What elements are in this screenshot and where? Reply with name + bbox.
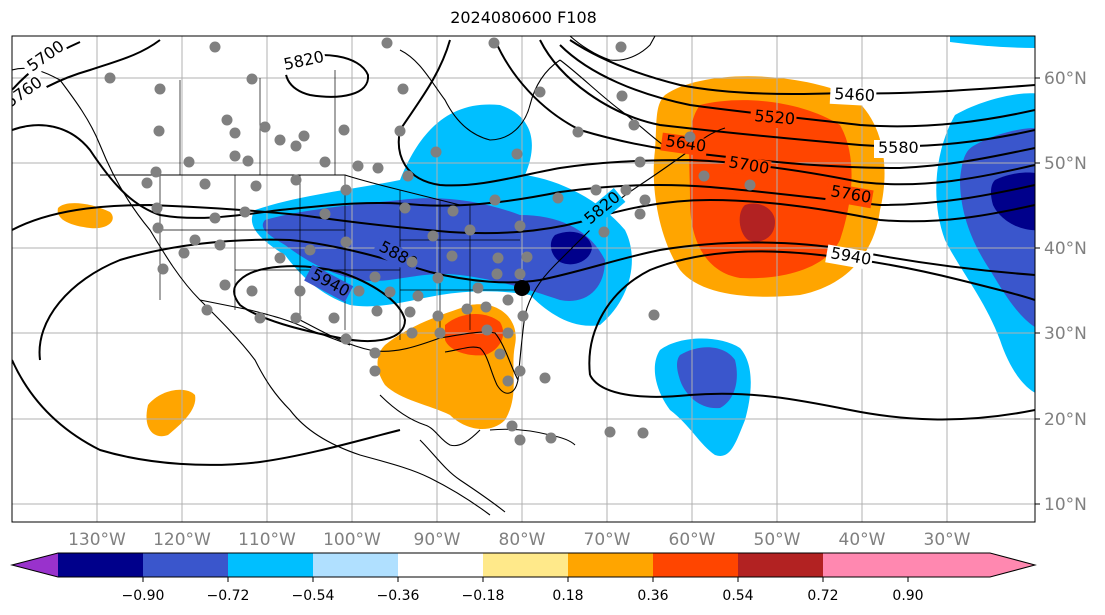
colorbar	[10, 552, 1037, 578]
storm-center-marker	[514, 280, 530, 296]
colorbar-tick: −0.90	[122, 588, 165, 604]
lat-label: 50°N	[1044, 154, 1087, 174]
lat-label: 40°N	[1044, 239, 1087, 259]
colorbar-tick: −0.54	[292, 588, 335, 604]
lon-label: 60°W	[669, 530, 716, 550]
greenland-coast	[569, 36, 656, 61]
colorbar-extend-low	[12, 553, 58, 577]
colorbar-tick: 0.18	[552, 588, 583, 604]
lon-label: 80°W	[499, 530, 546, 550]
colorbar-segment	[398, 553, 483, 577]
positive-anomaly-pacific-north	[57, 203, 113, 229]
lat-label: 30°N	[1044, 324, 1087, 344]
negative-anomaly-northeast	[950, 36, 1035, 48]
lat-label: 10°N	[1044, 495, 1087, 515]
central-america	[419, 439, 506, 513]
pacific-coast	[59, 79, 491, 516]
max-anomaly-atlantic	[739, 203, 775, 242]
contour-5460	[569, 39, 1035, 96]
colorbar-segment	[653, 553, 738, 577]
strong-anomaly-gulf	[445, 314, 504, 356]
lon-label: 110°W	[238, 530, 296, 550]
colorbar-segment	[738, 553, 823, 577]
colorbar-tick: −0.18	[462, 588, 505, 604]
contour-5820-ring	[284, 54, 370, 98]
latitude-labels: 60°N 50°N 40°N 30°N 20°N 10°N	[1035, 69, 1087, 515]
colorbar-segment	[568, 553, 653, 577]
colorbar-tick: 0.54	[722, 588, 753, 604]
yucatan-coast	[379, 394, 481, 447]
positive-anomaly-pacific-south	[146, 389, 196, 437]
colorbar-segment	[143, 553, 228, 577]
lat-label: 20°N	[1044, 410, 1087, 430]
strong-anomaly-atlantic	[689, 100, 852, 279]
lon-label: 30°W	[924, 530, 971, 550]
labrador-coast	[559, 59, 671, 151]
colorbar-tick: 0.90	[892, 588, 923, 604]
us-canada-border	[100, 174, 461, 206]
gulf-coast	[299, 319, 519, 394]
lon-label: 100°W	[323, 530, 381, 550]
contour-label: 5460	[834, 84, 876, 105]
contour-5640	[494, 39, 1035, 170]
lon-label: 70°W	[584, 530, 631, 550]
contour-5820-main	[12, 198, 1035, 235]
lon-label: 90°W	[414, 530, 461, 550]
map-title: 2024080600 F108	[450, 8, 597, 27]
colorbar-extend-high	[908, 553, 1035, 577]
contour-5940-east	[588, 250, 1035, 376]
lon-label: 130°W	[68, 530, 126, 550]
longitude-labels: 130°W 120°W 110°W 100°W 90°W 80°W 70°W 6…	[68, 530, 971, 550]
contour-label: 5520	[754, 106, 796, 128]
contour-label: 5580	[878, 138, 919, 157]
colorbar-tick: 0.36	[637, 588, 668, 604]
colorbar-segment	[313, 553, 398, 577]
colorbar-tick: −0.36	[377, 588, 420, 604]
colorbar-segment	[58, 553, 143, 577]
lat-label: 60°N	[1044, 69, 1087, 89]
colorbar-tick: 0.72	[807, 588, 838, 604]
contour-5880-south	[12, 359, 401, 466]
lon-label: 50°W	[754, 530, 801, 550]
contour-5900-southeast	[589, 374, 1035, 421]
colorbar-segment	[823, 553, 908, 577]
colorbar-tick-labels: −0.90 −0.72 −0.54 −0.36 −0.18 0.18 0.36 …	[122, 577, 924, 604]
colorbar-tick: −0.72	[207, 588, 250, 604]
colorbar-segment	[228, 553, 313, 577]
lon-label: 120°W	[153, 530, 211, 550]
colorbar-segment	[483, 553, 568, 577]
map-frame	[11, 35, 1036, 523]
station-dots	[104, 37, 756, 446]
contour-5580	[539, 39, 1035, 148]
us-mexico-border	[199, 299, 351, 346]
lon-label: 40°W	[839, 530, 886, 550]
